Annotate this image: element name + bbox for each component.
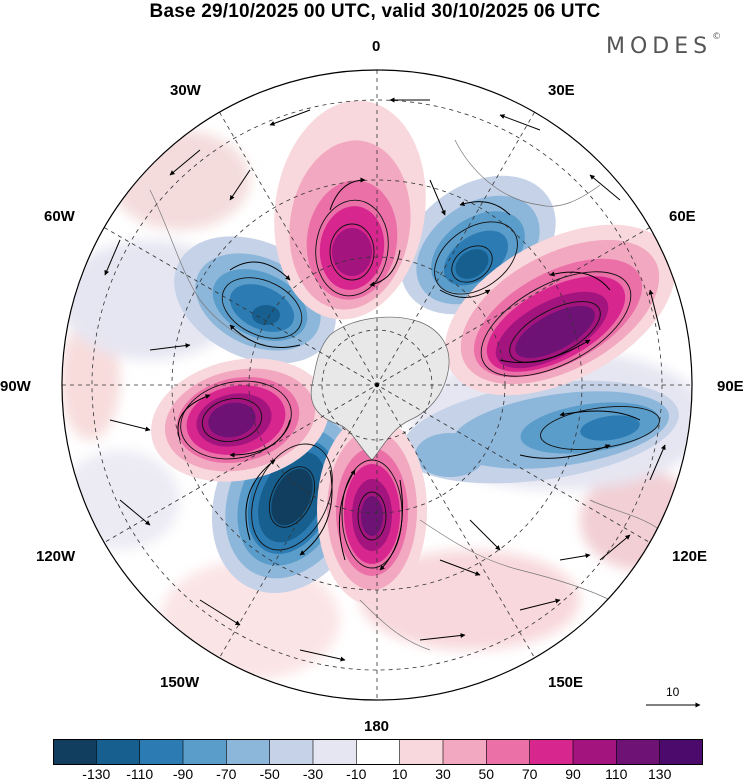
- colorbar-tick-label: -50: [259, 766, 280, 782]
- modes-logo: MODES©: [606, 32, 722, 59]
- map-border: [61, 69, 693, 701]
- colorbar-tick-label: 30: [435, 766, 451, 782]
- lon-label-120e: 120E: [672, 548, 708, 565]
- lon-label-30e: 30E: [548, 82, 575, 99]
- map-disc: [62, 70, 692, 700]
- lon-label-90w: 90W: [0, 378, 31, 395]
- colorbar-swatch: [442, 739, 487, 765]
- colorbar-tick-label: 130: [648, 766, 672, 782]
- colorbar-tick-label: -70: [216, 766, 237, 782]
- colorbar: [53, 739, 703, 765]
- anomaly-blue-east: [401, 380, 679, 484]
- colorbar-swatch: [529, 739, 574, 765]
- colorbar-tick-label: -30: [302, 766, 324, 782]
- colorbar-swatch: [53, 739, 97, 765]
- colorbar-swatch: [96, 739, 141, 765]
- anomaly-magenta-east: [444, 224, 676, 396]
- colorbar-tick-label: -130: [82, 766, 111, 782]
- brand-mark: ©: [712, 32, 722, 42]
- colorbar-swatch: [659, 739, 703, 765]
- lon-label-60e: 60E: [669, 208, 696, 225]
- lon-label-60w: 60W: [44, 208, 75, 225]
- colorbar-swatch: [399, 739, 444, 765]
- colorbar-tick-label: -110: [126, 766, 154, 782]
- lon-label-180: 180: [364, 718, 390, 735]
- colorbar-tick-label: 70: [521, 766, 538, 782]
- anomaly-magenta-north: [274, 100, 426, 320]
- wind-vectors: [104, 97, 666, 662]
- lon-label-120w: 120W: [36, 548, 76, 565]
- colorbar-swatch: [572, 739, 617, 765]
- colorbar-swatch: [616, 739, 661, 765]
- chart-title: Base 29/10/2025 00 UTC, valid 30/10/2025…: [149, 1, 601, 22]
- colorbar-tick-label: 110: [605, 766, 628, 782]
- colorbar-tick-label: -90: [172, 766, 194, 782]
- contours: [180, 199, 660, 569]
- lon-label-150e: 150E: [548, 674, 584, 691]
- lon-label-150w: 150W: [160, 674, 200, 691]
- coastlines: [149, 139, 661, 651]
- lon-label-30w: 30W: [170, 82, 201, 99]
- wind-reference-label: 10: [666, 685, 680, 699]
- colorbar-swatch: [139, 739, 184, 765]
- colorbar-tick-label: 90: [565, 766, 581, 782]
- colorbar-swatch: [486, 739, 531, 765]
- south-pole-dot: [374, 382, 380, 388]
- colorbar-swatch: [312, 739, 357, 765]
- colorbar-swatch: [182, 739, 227, 765]
- colorbar-tick-label: 10: [391, 766, 408, 782]
- colorbar-tick-label: -10: [346, 766, 367, 782]
- lon-label-90e: 90E: [717, 378, 744, 395]
- lon-label-0: 0: [372, 38, 381, 55]
- brand-text: MODES: [606, 34, 713, 59]
- colorbar-tick-label: 50: [478, 766, 495, 782]
- antarctica-landmass: [310, 316, 450, 461]
- colorbar-swatch: [269, 739, 314, 765]
- colorbar-swatch: [226, 739, 271, 765]
- colorbar-swatch: [356, 739, 401, 765]
